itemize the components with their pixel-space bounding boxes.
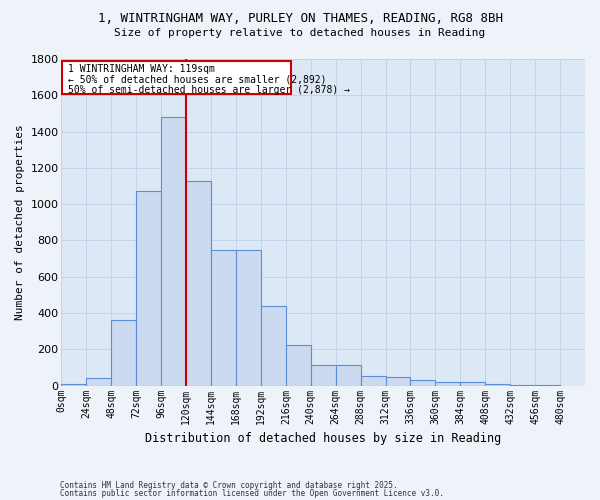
Bar [311,365,335,386]
Bar [335,365,361,386]
Bar [261,306,286,386]
Bar [410,380,436,386]
Text: Contains public sector information licensed under the Open Government Licence v3: Contains public sector information licen… [60,490,444,498]
Bar [61,384,86,386]
Y-axis label: Number of detached properties: Number of detached properties [15,124,25,320]
Bar [186,180,211,386]
Bar [460,382,485,386]
Bar [386,378,410,386]
Bar [286,345,311,386]
Bar [236,250,261,386]
Bar [535,384,560,386]
Text: 1, WINTRINGHAM WAY, PURLEY ON THAMES, READING, RG8 8BH: 1, WINTRINGHAM WAY, PURLEY ON THAMES, RE… [97,12,503,26]
Bar [161,117,186,386]
Bar [485,384,510,386]
Bar [112,320,136,386]
Bar [436,382,460,386]
Bar [136,192,161,386]
Text: 1 WINTRINGHAM WAY: 119sqm: 1 WINTRINGHAM WAY: 119sqm [68,64,215,74]
Bar [361,376,386,386]
Text: Size of property relative to detached houses in Reading: Size of property relative to detached ho… [115,28,485,38]
Bar [510,384,535,386]
FancyBboxPatch shape [62,61,291,94]
Text: ← 50% of detached houses are smaller (2,892): ← 50% of detached houses are smaller (2,… [68,74,326,84]
Bar [86,378,112,386]
X-axis label: Distribution of detached houses by size in Reading: Distribution of detached houses by size … [145,432,502,445]
Text: 50% of semi-detached houses are larger (2,878) →: 50% of semi-detached houses are larger (… [68,84,350,94]
Bar [211,250,236,386]
Text: Contains HM Land Registry data © Crown copyright and database right 2025.: Contains HM Land Registry data © Crown c… [60,481,398,490]
